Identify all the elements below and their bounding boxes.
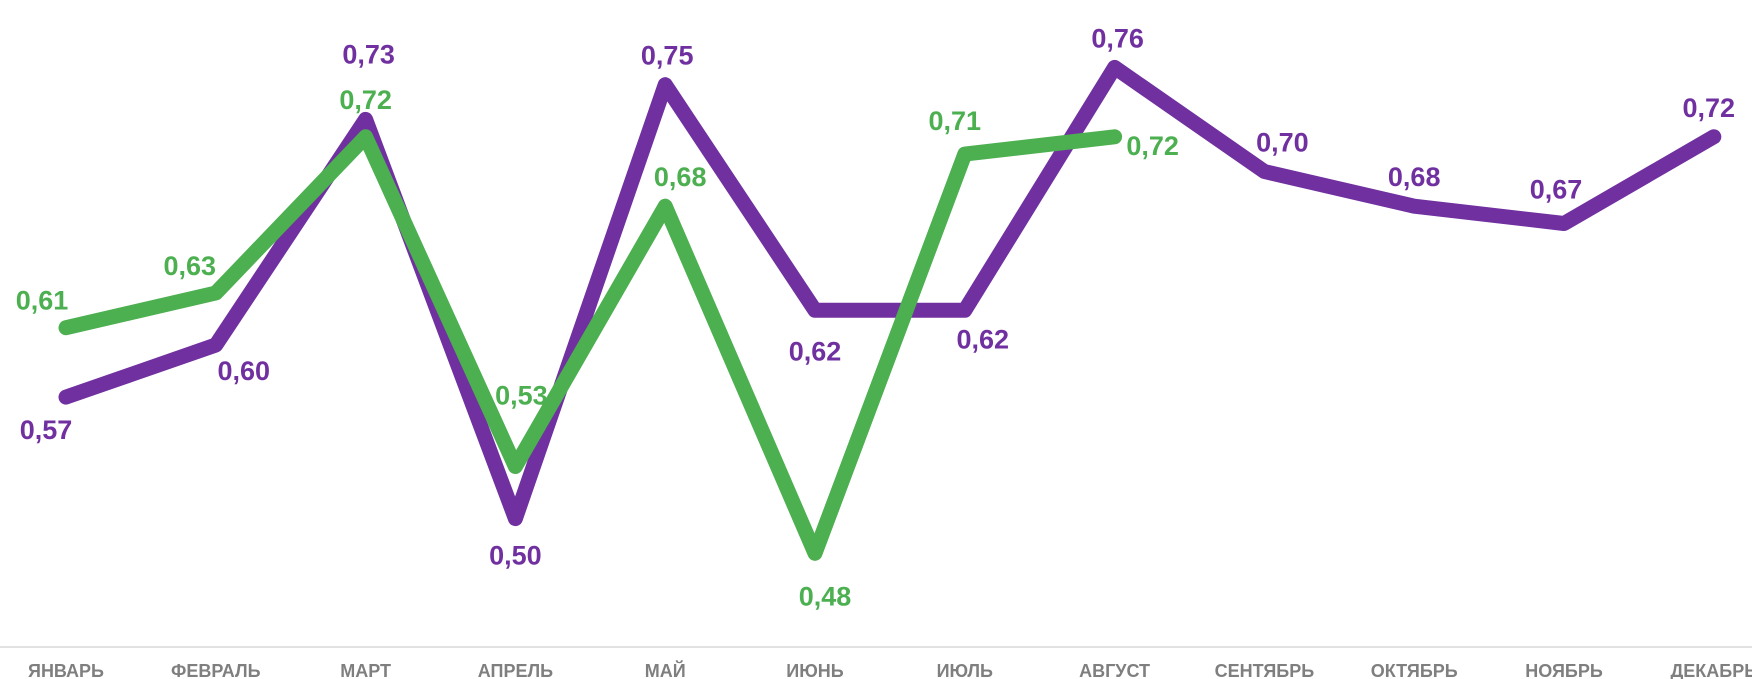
data-label: 0,68 (1388, 162, 1441, 192)
data-label: 0,63 (164, 251, 217, 281)
series-layer (58, 59, 1722, 561)
x-tick-label: НОЯБРЬ (1525, 661, 1603, 679)
data-label: 0,48 (799, 581, 852, 611)
data-label: 0,62 (789, 336, 842, 366)
x-tick-label: МАЙ (645, 660, 686, 679)
data-label: 0,61 (16, 286, 69, 316)
data-label: 0,57 (20, 415, 73, 445)
x-tick-label: АВГУСТ (1079, 661, 1150, 679)
data-label: 0,53 (495, 381, 548, 411)
data-label: 0,67 (1530, 175, 1583, 205)
x-tick-label: АПРЕЛЬ (478, 661, 553, 679)
series-line-2 (58, 129, 1123, 561)
x-tick-label: ЯНВАРЬ (28, 661, 104, 679)
data-label: 0,75 (641, 41, 694, 71)
data-label: 0,73 (342, 39, 395, 69)
x-tick-label: ИЮНЬ (786, 661, 843, 679)
data-label: 0,72 (339, 85, 392, 115)
data-label: 0,70 (1256, 127, 1309, 157)
data-label: 0,76 (1091, 23, 1144, 53)
data-label: 0,72 (1683, 93, 1736, 123)
data-label: 0,72 (1126, 131, 1179, 161)
x-tick-label: ИЮЛЬ (937, 661, 993, 679)
data-label: 0,60 (218, 356, 271, 386)
data-label: 0,68 (654, 162, 707, 192)
data-label: 0,71 (929, 106, 982, 136)
data-labels: 0,57 0,60 0,73 0,50 0,75 0,62 0,62 0,76 0,70 0,68… (16, 23, 1735, 611)
x-tick-labels: ЯНВАРЬ ФЕВРАЛЬ МАРТ АПРЕЛЬ МАЙ ИЮНЬ ИЮЛЬ АВГУСТ… (28, 660, 1752, 679)
x-tick-label: МАРТ (340, 661, 391, 679)
data-label: 0,50 (489, 541, 542, 571)
x-tick-label: СЕНТЯБРЬ (1215, 661, 1315, 679)
data-label: 0,62 (957, 324, 1010, 354)
x-tick-label: ОКТЯБРЬ (1371, 661, 1458, 679)
series-line-1 (58, 59, 1722, 527)
x-tick-label: ФЕВРАЛЬ (171, 661, 261, 679)
x-tick-label: ДЕКАБРЬ (1670, 661, 1752, 679)
